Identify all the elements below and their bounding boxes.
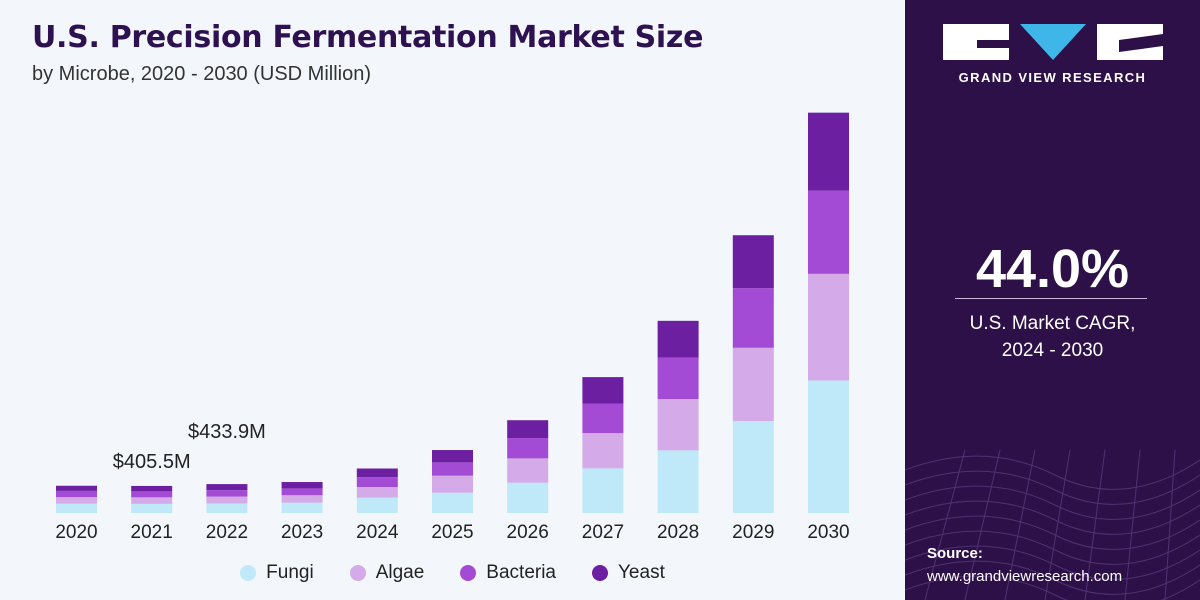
legend-swatch-fungi — [240, 565, 257, 581]
wave-pattern-decoration — [905, 449, 1200, 600]
bar-chart-plot: 2020 2021 2022 2023 2024 2025 2026 2027 2028 2029… — [55, 112, 850, 543]
bar-yeast-2020 — [56, 485, 97, 491]
bar-algae-2021 — [131, 497, 173, 504]
cagr-value: 44.0% — [975, 239, 1130, 299]
cagr-label-line-2: 2024 - 2030 — [1001, 340, 1104, 361]
legend-item-algae: Algae — [349, 562, 425, 584]
legend-item-bacteria: Bacteria — [460, 562, 556, 584]
bar-yeast-2028 — [657, 320, 699, 358]
brand-name: GRAND VIEW RESEARCH — [958, 70, 1147, 85]
side-panel: GRAND VIEW RESEARCH 44.0% U.S. Market CA… — [905, 0, 1200, 600]
bar-fungi-2030 — [808, 380, 849, 513]
x-tick-label-2023: 2023 — [281, 522, 323, 543]
bar-yeast-2024 — [356, 468, 398, 478]
bar-bacteria-2026 — [507, 438, 549, 459]
bar-fungi-2026 — [507, 482, 549, 513]
bar-bacteria-2025 — [432, 462, 473, 476]
source-label: Source: — [927, 545, 983, 562]
legend-label-fungi: Fungi — [266, 562, 314, 583]
grand-view-research-logo — [943, 24, 1163, 60]
data-label-2021: $405.5M — [113, 451, 191, 473]
bar-yeast-2022 — [206, 484, 248, 491]
x-tick-label-2027: 2027 — [582, 522, 624, 543]
bar-yeast-2026 — [507, 420, 549, 439]
legend-label-bacteria: Bacteria — [486, 562, 556, 583]
bar-algae-2024 — [356, 487, 398, 498]
bar-algae-2030 — [808, 273, 849, 381]
chart-area: U.S. Precision Fermentation Market Size … — [0, 20, 905, 584]
bar-bacteria-2021 — [131, 491, 173, 498]
legend-item-yeast: Yeast — [592, 562, 665, 584]
cagr-label-line-1: U.S. Market CAGR, — [969, 313, 1136, 334]
bar-bacteria-2029 — [732, 288, 774, 348]
bar-bacteria-2020 — [56, 490, 97, 498]
bar-fungi-2029 — [732, 421, 774, 513]
bar-algae-2026 — [507, 458, 549, 483]
bar-bacteria-2030 — [808, 190, 849, 274]
legend-item-fungi: Fungi — [240, 562, 314, 584]
bar-bacteria-2027 — [582, 403, 624, 434]
bar-yeast-2030 — [808, 112, 849, 191]
legend-swatch-algae — [349, 565, 366, 581]
x-tick-label-2024: 2024 — [356, 522, 399, 543]
x-tick-label-2026: 2026 — [507, 522, 549, 543]
bar-yeast-2023 — [281, 482, 323, 489]
legend-swatch-bacteria — [460, 565, 477, 581]
source-url: www.grandviewresearch.com — [927, 568, 1123, 585]
bar-fungi-2022 — [206, 503, 248, 513]
bar-algae-2029 — [732, 347, 774, 422]
bar-bacteria-2024 — [356, 477, 398, 488]
chart-subtitle: by Microbe, 2020 - 2030 (USD Million) — [32, 63, 372, 85]
bar-algae-2022 — [206, 496, 248, 504]
bar-fungi-2025 — [432, 492, 473, 513]
x-tick-label-2020: 2020 — [55, 522, 97, 543]
x-tick-label-2028: 2028 — [657, 522, 699, 543]
chart-title: U.S. Precision Fermentation Market Size — [32, 20, 704, 55]
bar-bacteria-2028 — [657, 357, 699, 400]
cagr-label: U.S. Market CAGR, 2024 - 2030 — [905, 310, 1200, 364]
bar-bacteria-2022 — [206, 490, 248, 497]
x-tick-label-2022: 2022 — [206, 522, 248, 543]
x-tick-label-2030: 2030 — [807, 522, 849, 543]
legend-label-algae: Algae — [375, 562, 425, 583]
x-tick-label-2021: 2021 — [131, 522, 173, 543]
bar-fungi-2021 — [131, 503, 173, 513]
bar-fungi-2024 — [356, 497, 398, 513]
bar-yeast-2025 — [432, 450, 473, 463]
bar-algae-2020 — [56, 497, 97, 504]
legend-swatch-yeast — [592, 565, 608, 581]
x-tick-label-2025: 2025 — [431, 522, 473, 543]
bar-algae-2027 — [582, 433, 624, 469]
bar-bacteria-2023 — [281, 488, 323, 496]
cagr-divider — [955, 298, 1147, 299]
bar-yeast-2029 — [732, 235, 774, 289]
bar-algae-2023 — [281, 495, 323, 503]
data-label-2022: $433.9M — [188, 421, 266, 443]
bar-algae-2028 — [657, 399, 699, 451]
bar-fungi-2028 — [657, 450, 699, 513]
x-tick-label-2029: 2029 — [732, 522, 774, 543]
bar-yeast-2021 — [131, 485, 173, 492]
legend-label-yeast: Yeast — [618, 562, 665, 583]
bar-fungi-2027 — [582, 468, 624, 513]
bar-fungi-2020 — [56, 503, 97, 513]
chart-legend: Fungi Algae Bacteria Yeast — [0, 562, 905, 584]
bar-fungi-2023 — [281, 502, 323, 513]
bar-algae-2025 — [432, 475, 473, 493]
bar-yeast-2027 — [582, 377, 624, 404]
